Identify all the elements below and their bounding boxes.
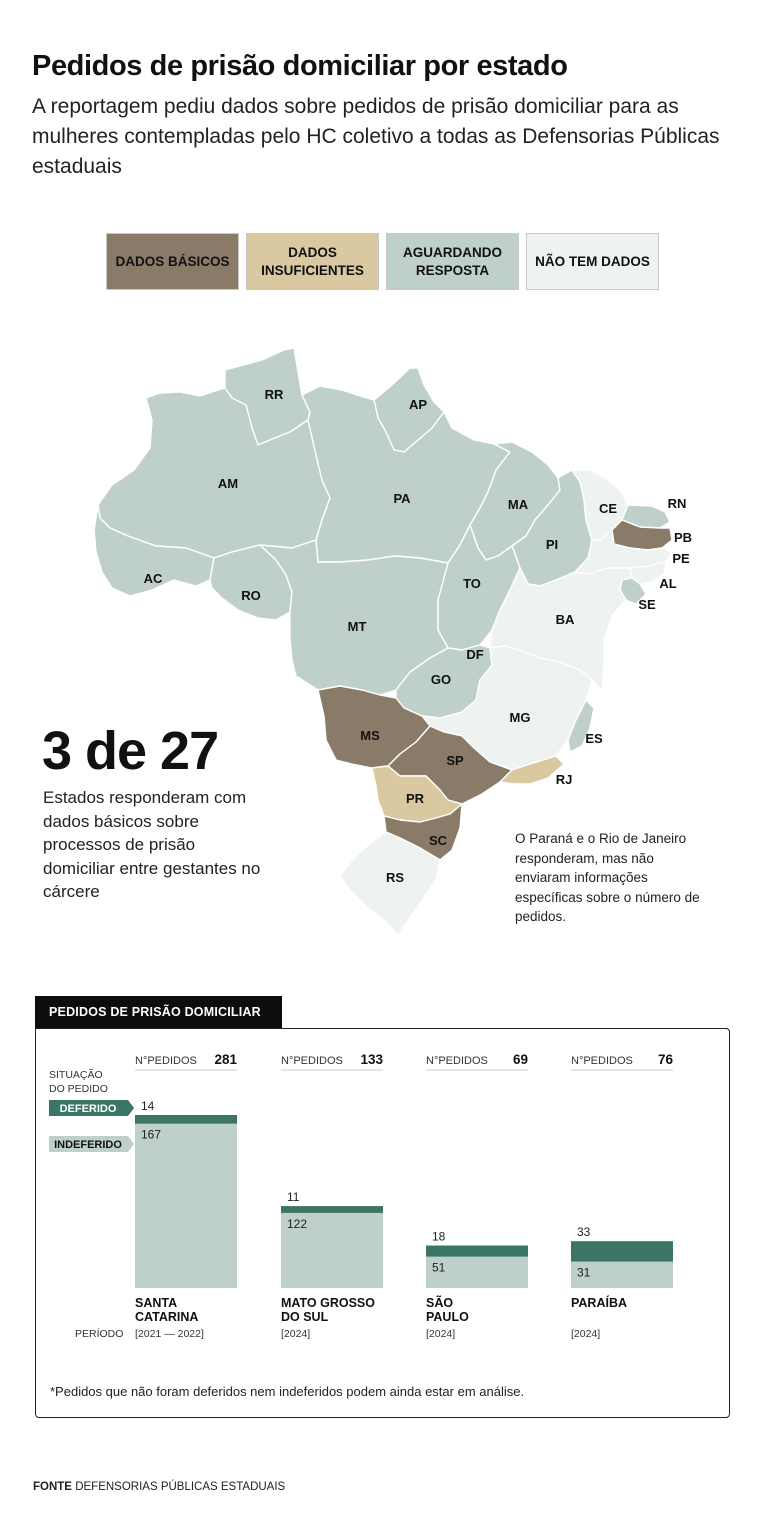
total-value: 133 <box>360 1052 383 1067</box>
value-label-deferido: 18 <box>432 1230 446 1244</box>
state-label-DF: DF <box>466 647 483 662</box>
value-label-indeferido: 122 <box>287 1217 307 1231</box>
legend-tag-indeferido: INDEFERIDO <box>54 1139 122 1151</box>
bar-panel <box>35 1028 730 1418</box>
brazil-map: RR AP AM PA MA CE RN PB PE AL SE PI AC R… <box>93 347 692 936</box>
source-label: FONTE <box>33 1481 72 1493</box>
state-label-CE: CE <box>599 501 617 516</box>
legend-tag-indeferido-shape <box>49 1136 134 1152</box>
bar-total <box>135 1115 237 1288</box>
legend-item-nao-tem-dados: NÃO TEM DADOS <box>526 233 659 290</box>
state-label-PE: PE <box>672 551 690 566</box>
count-label: N°PEDIDOS <box>281 1055 343 1067</box>
value-label-deferido: 14 <box>141 1099 155 1113</box>
map-note: O Paraná e o Rio de Janeiro responderam,… <box>515 831 700 924</box>
map-labels: RR AP AM PA MA CE RN PB PE AL SE PI AC R… <box>144 387 692 885</box>
state-label-MG: MG <box>510 710 531 725</box>
state-label-PI: PI <box>546 537 558 552</box>
state-label-MS: MS <box>360 728 380 743</box>
page-subtitle: A reportagem pediu dados sobre pedidos d… <box>32 95 720 178</box>
state-label-RS: RS <box>386 870 404 885</box>
value-label-deferido: 11 <box>287 1190 300 1204</box>
status-label-line2: DO PEDIDO <box>49 1083 108 1095</box>
total-value: 69 <box>513 1052 528 1067</box>
state-label-SE: SE <box>638 597 656 612</box>
count-label: N°PEDIDOS <box>426 1055 488 1067</box>
category-label: SÃO <box>426 1295 453 1310</box>
category-label: PARAÍBA <box>571 1295 627 1310</box>
map-legend: DADOS BÁSICOS DADOS INSUFICIENTES AGUARD… <box>106 233 659 290</box>
value-label-indeferido: 51 <box>432 1261 446 1275</box>
category-label: DO SUL <box>281 1310 329 1324</box>
category-label: SANTA <box>135 1296 177 1310</box>
state-label-PB: PB <box>674 530 692 545</box>
legend-item-dados-insuficientes: DADOS INSUFICIENTES <box>246 233 379 290</box>
category-label: MATO GROSSO <box>281 1296 375 1310</box>
state-ES <box>567 699 595 753</box>
period-value: [2021 — 2022] <box>135 1328 204 1340</box>
state-AC <box>93 504 215 597</box>
highlight-number: 3 de 27 <box>42 721 219 781</box>
value-label-indeferido: 167 <box>141 1128 161 1142</box>
bar-deferido <box>426 1245 528 1257</box>
state-label-SP: SP <box>446 753 464 768</box>
panel-title: PEDIDOS DE PRISÃO DOMICILIAR <box>35 996 282 1028</box>
state-label-MT: MT <box>348 619 367 634</box>
state-label-RO: RO <box>241 588 261 603</box>
state-label-RJ: RJ <box>556 772 573 787</box>
legend-item-dados-basicos: DADOS BÁSICOS <box>106 233 239 290</box>
period-label: PERÍODO <box>75 1327 123 1340</box>
state-RS <box>339 831 441 936</box>
legend-tag-deferido-shape <box>49 1100 134 1116</box>
period-value: [2024] <box>281 1328 310 1340</box>
state-label-GO: GO <box>431 672 451 687</box>
bar-deferido <box>571 1241 673 1262</box>
state-label-RR: RR <box>265 387 284 402</box>
state-label-PA: PA <box>393 491 411 506</box>
state-label-RN: RN <box>668 496 687 511</box>
footnote: *Pedidos que não foram deferidos nem ind… <box>50 1384 525 1399</box>
state-label-ES: ES <box>585 731 603 746</box>
total-value: 76 <box>658 1052 674 1067</box>
count-label: N°PEDIDOS <box>571 1055 633 1067</box>
state-label-BA: BA <box>556 612 575 627</box>
count-label: N°PEDIDOS <box>135 1055 197 1067</box>
state-RJ <box>499 755 565 785</box>
category-label: CATARINA <box>135 1310 198 1324</box>
period-value: [2024] <box>571 1328 600 1340</box>
state-label-AM: AM <box>218 476 238 491</box>
period-value: [2024] <box>426 1328 455 1340</box>
legend-tag-deferido: DEFERIDO <box>60 1103 117 1115</box>
bar-deferido <box>135 1115 237 1124</box>
total-value: 281 <box>214 1052 237 1067</box>
highlight-caption: Estados responderam com dados básicos so… <box>43 788 261 901</box>
status-label-line1: SITUAÇÃO <box>49 1068 103 1081</box>
state-label-TO: TO <box>463 576 481 591</box>
state-label-AP: AP <box>409 397 427 412</box>
bar-total <box>281 1206 383 1288</box>
legend-item-aguardando-resposta: AGUARDANDO RESPOSTA <box>386 233 519 290</box>
source-line: FONTE DEFENSORIAS PÚBLICAS ESTADUAIS <box>33 1481 285 1493</box>
source-text: DEFENSORIAS PÚBLICAS ESTADUAIS <box>75 1481 286 1493</box>
state-label-PR: PR <box>406 791 425 806</box>
state-label-SC: SC <box>429 833 448 848</box>
page-title: Pedidos de prisão domiciliar por estado <box>32 50 568 82</box>
value-label-deferido: 33 <box>577 1225 591 1239</box>
state-label-MA: MA <box>508 497 529 512</box>
value-label-indeferido: 31 <box>577 1266 591 1280</box>
bar-deferido <box>281 1206 383 1213</box>
state-label-AL: AL <box>659 576 676 591</box>
category-label: PAULO <box>426 1310 469 1324</box>
state-label-AC: AC <box>144 571 163 586</box>
